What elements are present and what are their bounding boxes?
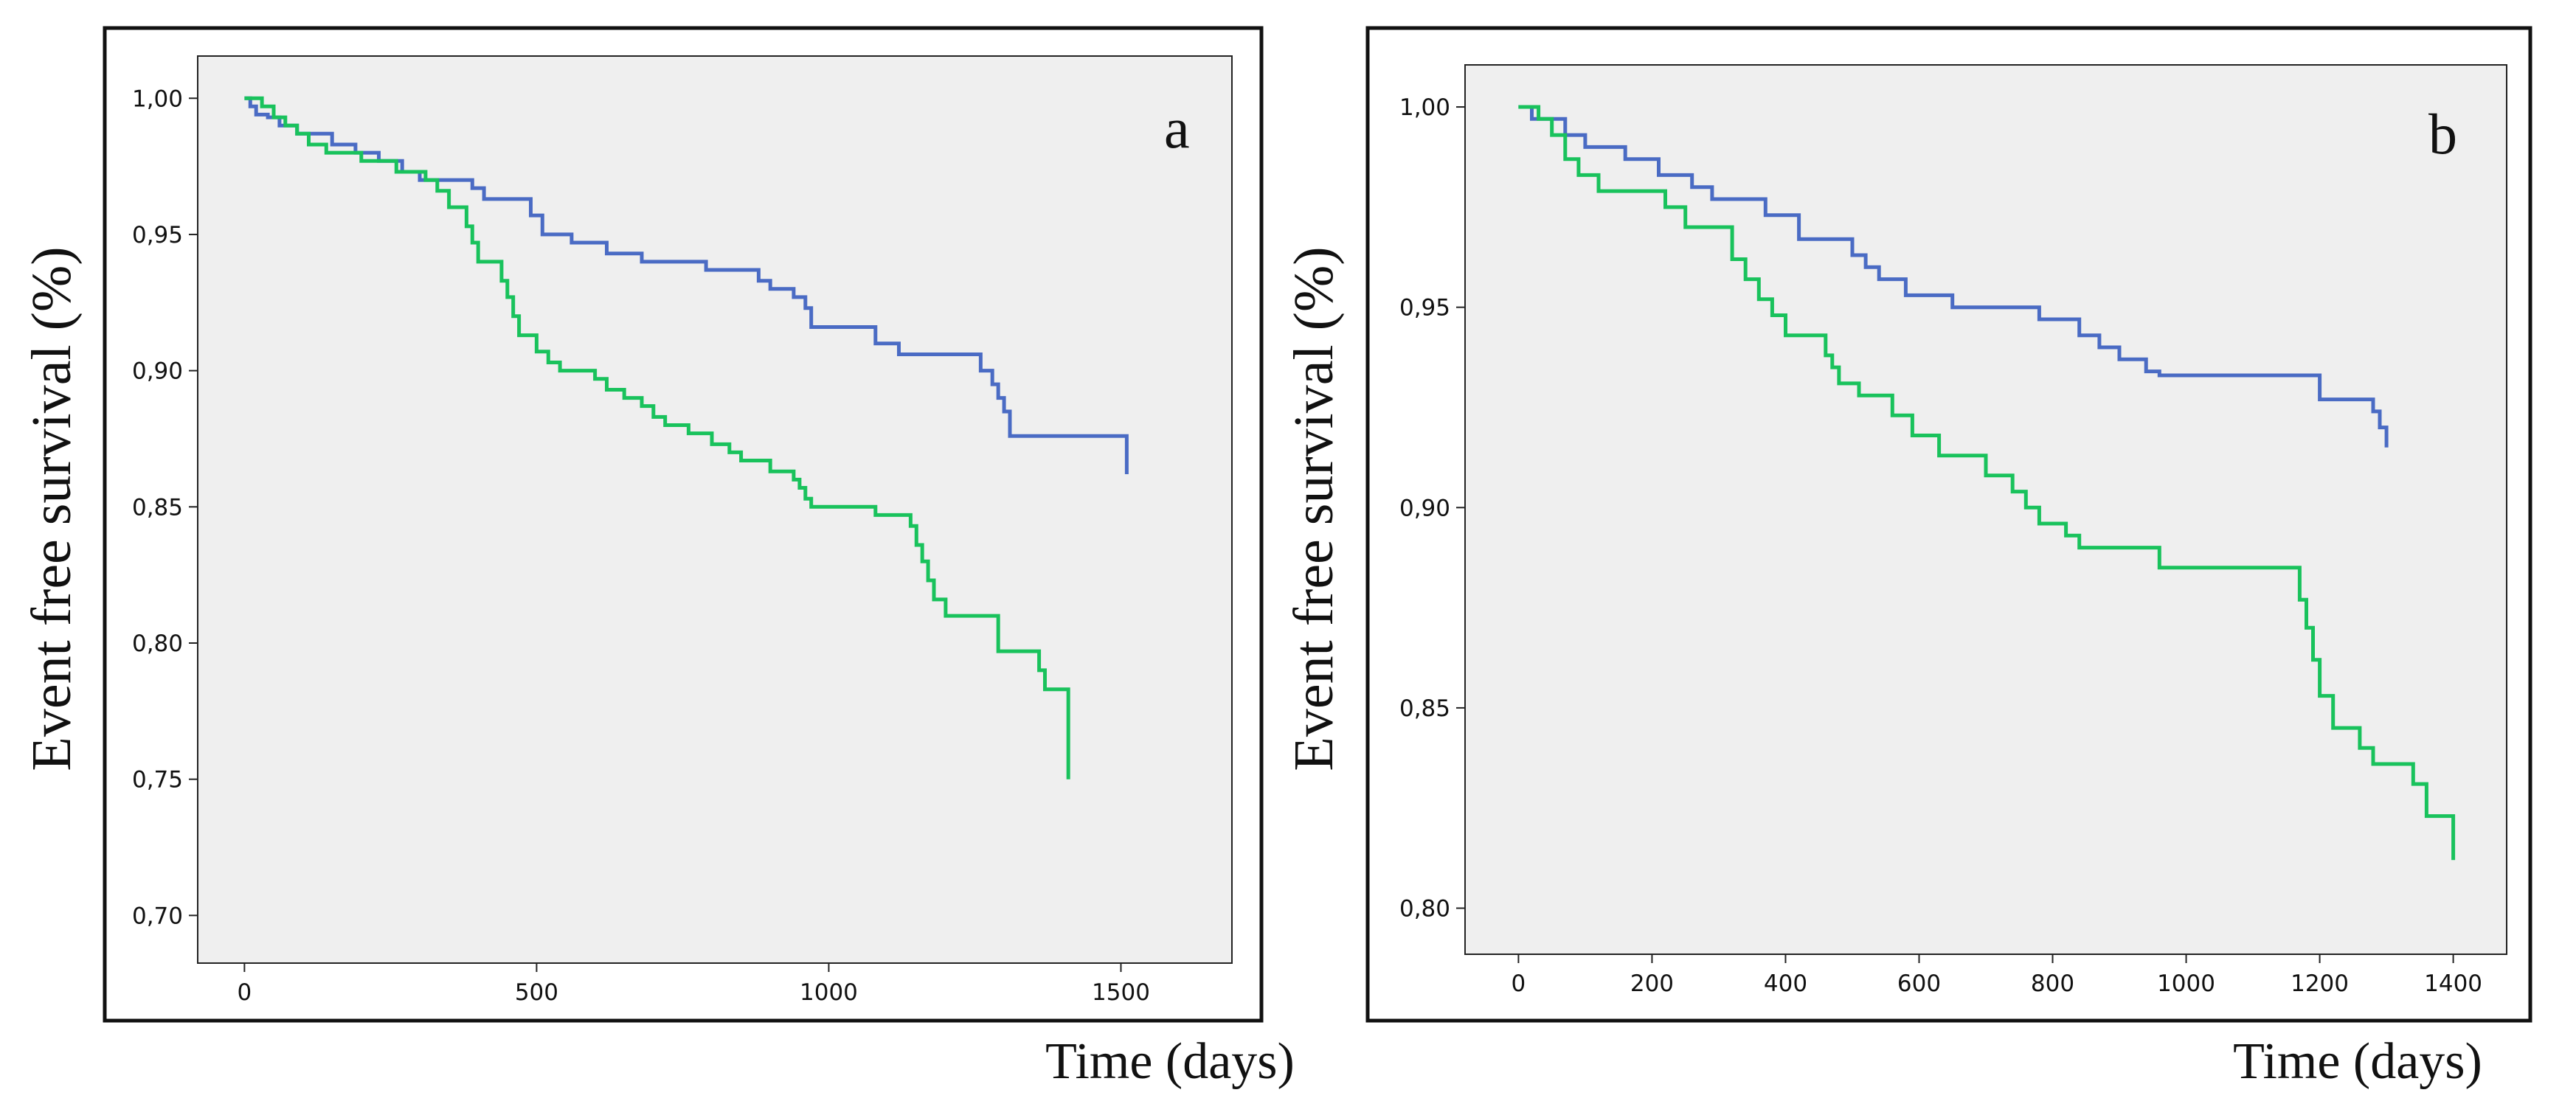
panel-a: Event free survival (%) Time (days) a 0,… [21, 26, 1295, 1090]
panel-a-xtick-label: 0 [238, 979, 252, 1006]
panel-b-xtick-label: 400 [1764, 970, 1807, 997]
panel-a-series [244, 96, 1129, 779]
panel-b-plot-area [1464, 64, 2507, 955]
panel-a-ytick-label: 0,95 [132, 222, 183, 249]
panel-b-ytick-label: 0,80 [1399, 896, 1450, 923]
panel-a-ytick-label: 0,80 [132, 631, 183, 657]
panel-b-letter: b [2428, 102, 2457, 166]
panel-b-series-blue [1518, 105, 2389, 448]
panel-b-ytick-label: 0,90 [1399, 495, 1450, 521]
panel-a-ylabel: Event free survival (%) [21, 246, 83, 771]
panel-b: Event free survival (%) Time (days) b 0,… [1283, 26, 2532, 1090]
panel-b-series-green [1518, 105, 2456, 861]
panel-b-ytick-label: 1,00 [1399, 94, 1450, 121]
panel-b-xlabel: Time (days) [2233, 1033, 2482, 1090]
panel-a-xtick-label: 1000 [800, 979, 858, 1006]
panel-a-xtick-label: 500 [515, 979, 558, 1006]
panel-b-ytick-label: 0,85 [1399, 695, 1450, 722]
panel-a-letter: a [1164, 96, 1190, 160]
panel-b-xtick-label: 800 [2031, 970, 2074, 997]
panel-a-ytick-label: 0,90 [132, 358, 183, 385]
panel-a-series-green [244, 96, 1070, 779]
panel-b-yaxis: 0,80 0,85 0,90 0,95 1,00 [1399, 94, 1465, 923]
panel-b-xtick-label: 0 [1512, 970, 1526, 997]
panel-a-yaxis: 0,70 0,75 0,80 0,85 0,90 0,95 1,00 [132, 86, 198, 929]
panel-b-series [1518, 105, 2456, 861]
panel-b-xtick-label: 1000 [2157, 970, 2215, 997]
panel-a-ytick-label: 0,85 [132, 494, 183, 521]
panel-a-ytick-label: 1,00 [132, 86, 183, 112]
panel-b-xtick-label: 1200 [2291, 970, 2349, 997]
panel-b-ylabel: Event free survival (%) [1283, 246, 1345, 771]
panel-a-xlabel: Time (days) [1045, 1033, 1295, 1090]
panel-b-ytick-label: 0,95 [1399, 295, 1450, 322]
panel-a-ytick-label: 0,70 [132, 903, 183, 929]
panel-b-xtick-label: 1400 [2424, 970, 2482, 997]
panel-a-plot-area [197, 55, 1233, 964]
panel-a-ytick-label: 0,75 [132, 767, 183, 793]
panel-b-xtick-label: 600 [1897, 970, 1941, 997]
panel-a-xaxis: 0 500 1000 1500 [238, 963, 1150, 1006]
panel-b-xaxis: 0 200 400 600 800 1000 1200 1400 [1512, 954, 2482, 997]
panel-a-xtick-label: 1500 [1092, 979, 1150, 1006]
panel-b-xtick-label: 200 [1630, 970, 1674, 997]
